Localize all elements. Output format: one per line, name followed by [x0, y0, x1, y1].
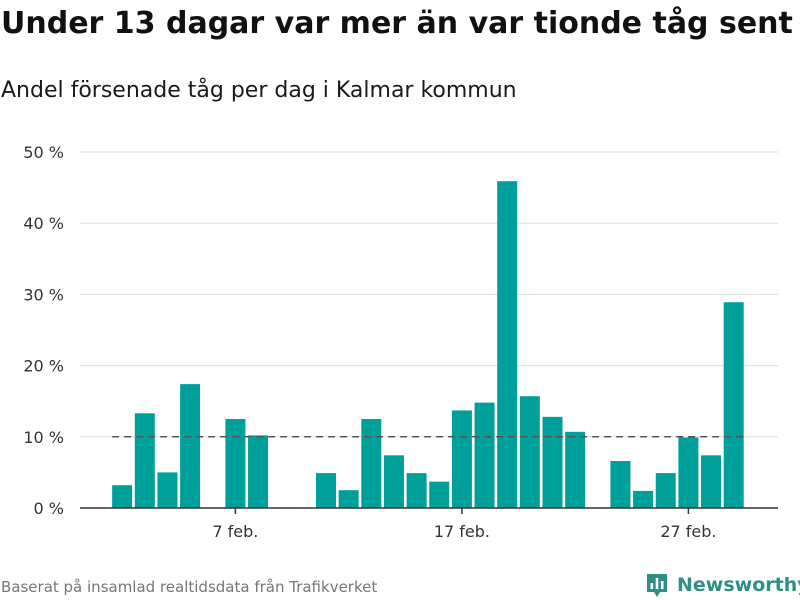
bar — [497, 181, 518, 508]
x-tick-label: 7 feb. — [212, 522, 258, 541]
bar — [723, 302, 744, 508]
bar — [429, 481, 450, 508]
bar — [134, 413, 155, 508]
bar — [519, 396, 540, 508]
bar — [701, 455, 722, 508]
y-tick-label: 50 % — [23, 143, 64, 162]
x-tick-label: 27 feb. — [660, 522, 716, 541]
bar — [225, 419, 246, 508]
bar — [248, 435, 269, 508]
bar — [565, 431, 586, 508]
x-tick-label: 17 feb. — [434, 522, 490, 541]
y-tick-label: 20 % — [23, 357, 64, 376]
bar — [361, 419, 382, 508]
bar — [678, 437, 699, 508]
chart-title: Under 13 dagar var mer än var tionde tåg… — [1, 6, 793, 41]
bar — [338, 490, 359, 508]
bar — [542, 416, 563, 508]
chart-logo-icon — [647, 574, 667, 597]
bar — [633, 490, 654, 508]
y-tick-label: 10 % — [23, 428, 64, 447]
bar — [316, 473, 336, 508]
bar — [180, 384, 201, 508]
bar — [112, 485, 133, 508]
bar — [451, 410, 472, 508]
bar — [157, 472, 178, 508]
bar — [474, 402, 495, 508]
bar — [655, 473, 676, 508]
y-tick-label: 0 % — [34, 499, 64, 518]
y-tick-label: 30 % — [23, 285, 64, 304]
brand-logo[interactable]: Newsworthy — [645, 570, 800, 600]
chart-subtitle: Andel försenade tåg per dag i Kalmar kom… — [1, 78, 517, 103]
brand-name: Newsworthy — [677, 574, 800, 596]
y-tick-label: 40 % — [23, 214, 64, 233]
bar — [406, 473, 427, 508]
bar — [383, 455, 404, 508]
bar-chart: 0 % 10 % 20 % 30 % 40 % 50 % 7 feb. 17 feb. 27 f… — [23, 143, 778, 541]
bar — [610, 461, 631, 508]
source-note: Baserat på insamlad realtidsdata från Tr… — [1, 578, 378, 596]
